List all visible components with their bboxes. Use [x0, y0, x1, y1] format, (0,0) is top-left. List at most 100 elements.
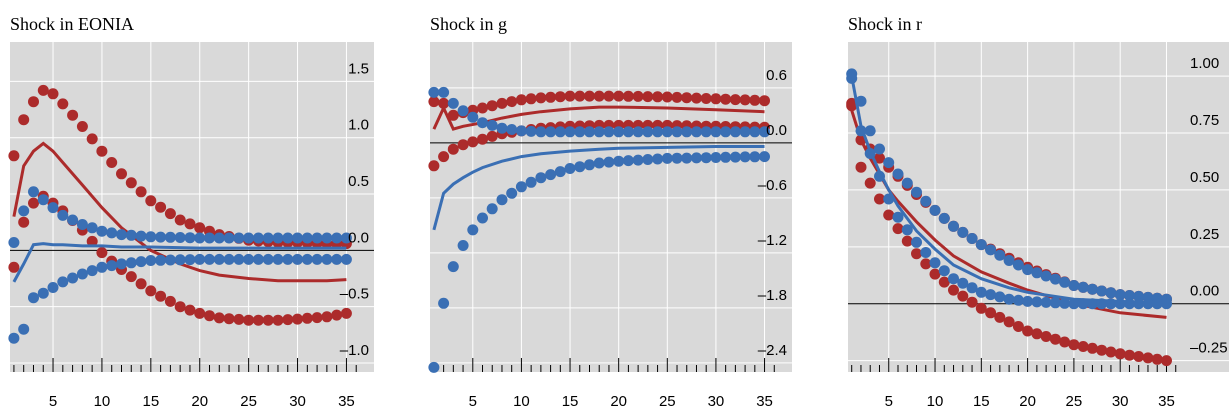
- series-dot-blue: [194, 253, 206, 265]
- y-tick-label: 0.50: [1190, 169, 1219, 186]
- series-dot-blue: [1003, 255, 1015, 266]
- series-dot-blue: [311, 253, 323, 265]
- y-tick-label: 1.5: [348, 60, 369, 77]
- series-dot-red: [1049, 333, 1061, 345]
- series-dot-blue: [8, 237, 20, 248]
- series-dot-red: [632, 90, 644, 102]
- series-dot-red: [1142, 352, 1154, 364]
- series-dot-red: [506, 96, 518, 108]
- series-dot-blue: [920, 195, 932, 207]
- series-dot-blue: [901, 177, 913, 189]
- series-dot-blue: [966, 233, 978, 244]
- series-dot-red: [135, 186, 147, 198]
- series-dot-red: [1161, 355, 1172, 367]
- x-tick-label: 10: [94, 393, 111, 410]
- series-dot-blue: [145, 255, 157, 266]
- series-dot-blue: [204, 232, 215, 244]
- series-dot-red: [96, 247, 108, 259]
- series-dot-blue: [632, 154, 644, 166]
- series-dot-blue: [447, 97, 459, 109]
- series-dot-red: [194, 307, 206, 319]
- panel-title: Shock in r: [848, 14, 922, 34]
- x-tick-label: 5: [469, 393, 477, 410]
- series-dot-red: [739, 94, 751, 106]
- series-dot-red: [603, 90, 615, 102]
- y-tick-label: –1.0: [340, 342, 369, 359]
- series-dot-blue: [174, 232, 186, 243]
- series-dot-blue: [681, 126, 693, 138]
- series-dot-red: [700, 93, 712, 104]
- series-dot-blue: [184, 232, 196, 244]
- series-dot-red: [18, 216, 30, 228]
- series-dot-blue: [564, 126, 576, 138]
- series-dot-blue: [855, 125, 867, 137]
- x-tick-label: 10: [513, 393, 530, 410]
- series-dot-red: [486, 100, 498, 112]
- series-dot-red: [57, 98, 69, 110]
- series-dot-blue: [739, 126, 751, 138]
- chart-panel-1: Shock in EONIA 1.5 1.0 0.5 0.0 –0.5 –1.0 5 10 15 2…: [8, 14, 374, 410]
- series-dot-red: [467, 136, 479, 148]
- series-dot-blue: [321, 232, 333, 244]
- y-tick-label: 1.00: [1190, 55, 1219, 72]
- chart-panel-2: Shock in g 0.6 0.0 –0.6 –1.2 –1.8 –2.4 5 10 15 20 2…: [428, 14, 792, 410]
- series-dot-blue: [584, 126, 595, 138]
- y-tick-label: 0.5: [348, 173, 369, 190]
- series-dot-red: [301, 312, 313, 324]
- series-dot-red: [642, 91, 654, 103]
- series-dot-blue: [515, 125, 527, 137]
- series-dot-red: [1096, 344, 1108, 356]
- series-dot-blue: [994, 291, 1006, 303]
- series-dot-red: [911, 248, 922, 260]
- series-dot-blue: [759, 126, 770, 138]
- series-dot-blue: [855, 95, 867, 107]
- series-dot-blue: [1077, 298, 1089, 310]
- series-dot-blue: [661, 126, 673, 138]
- series-dot-blue: [204, 253, 215, 265]
- series-dot-red: [292, 313, 303, 325]
- series-dot-blue: [57, 209, 69, 221]
- series-dot-red: [477, 102, 488, 114]
- series-dot-blue: [593, 126, 605, 138]
- series-dot-red: [155, 290, 167, 302]
- x-tick-label: 25: [659, 393, 676, 410]
- series-dot-blue: [901, 224, 913, 236]
- series-dot-blue: [584, 159, 595, 171]
- series-dot-blue: [535, 172, 547, 184]
- series-dot-blue: [506, 187, 518, 199]
- series-dot-blue: [1031, 296, 1043, 308]
- series-dot-red: [174, 214, 186, 226]
- series-dot-blue: [966, 282, 978, 294]
- series-dot-red: [447, 109, 459, 121]
- x-tick-label: 30: [1112, 393, 1129, 410]
- series-dot-blue: [145, 231, 157, 243]
- series-dot-blue: [164, 254, 176, 266]
- series-dot-blue: [8, 332, 20, 344]
- series-dot-blue: [1124, 290, 1135, 301]
- series-dot-blue: [467, 224, 479, 236]
- series-dot-blue: [700, 152, 712, 164]
- series-dot-blue: [1124, 298, 1135, 310]
- series-dot-red: [106, 157, 118, 168]
- series-dot-red: [145, 195, 157, 207]
- series-dot-blue: [671, 152, 683, 164]
- series-dot-blue: [652, 153, 664, 165]
- series-dot-blue: [106, 227, 118, 239]
- series-dot-red: [1040, 331, 1052, 342]
- series-dot-red: [920, 258, 932, 270]
- series-dot-blue: [1022, 264, 1034, 276]
- series-dot-red: [252, 314, 264, 326]
- series-dot-blue: [749, 126, 761, 138]
- series-dot-red: [8, 261, 20, 273]
- series-dot-blue: [1077, 281, 1089, 293]
- series-line-blue: [12, 242, 347, 283]
- series-dot-blue: [874, 170, 885, 182]
- series-dot-red: [204, 310, 215, 322]
- series-dot-red: [892, 223, 904, 235]
- series-dot-red: [67, 109, 79, 121]
- series-dot-blue: [106, 260, 118, 272]
- series-dot-blue: [125, 229, 137, 241]
- series-dot-red: [86, 133, 98, 145]
- panel-title: Shock in EONIA: [10, 14, 134, 34]
- series-dot-blue: [37, 287, 49, 299]
